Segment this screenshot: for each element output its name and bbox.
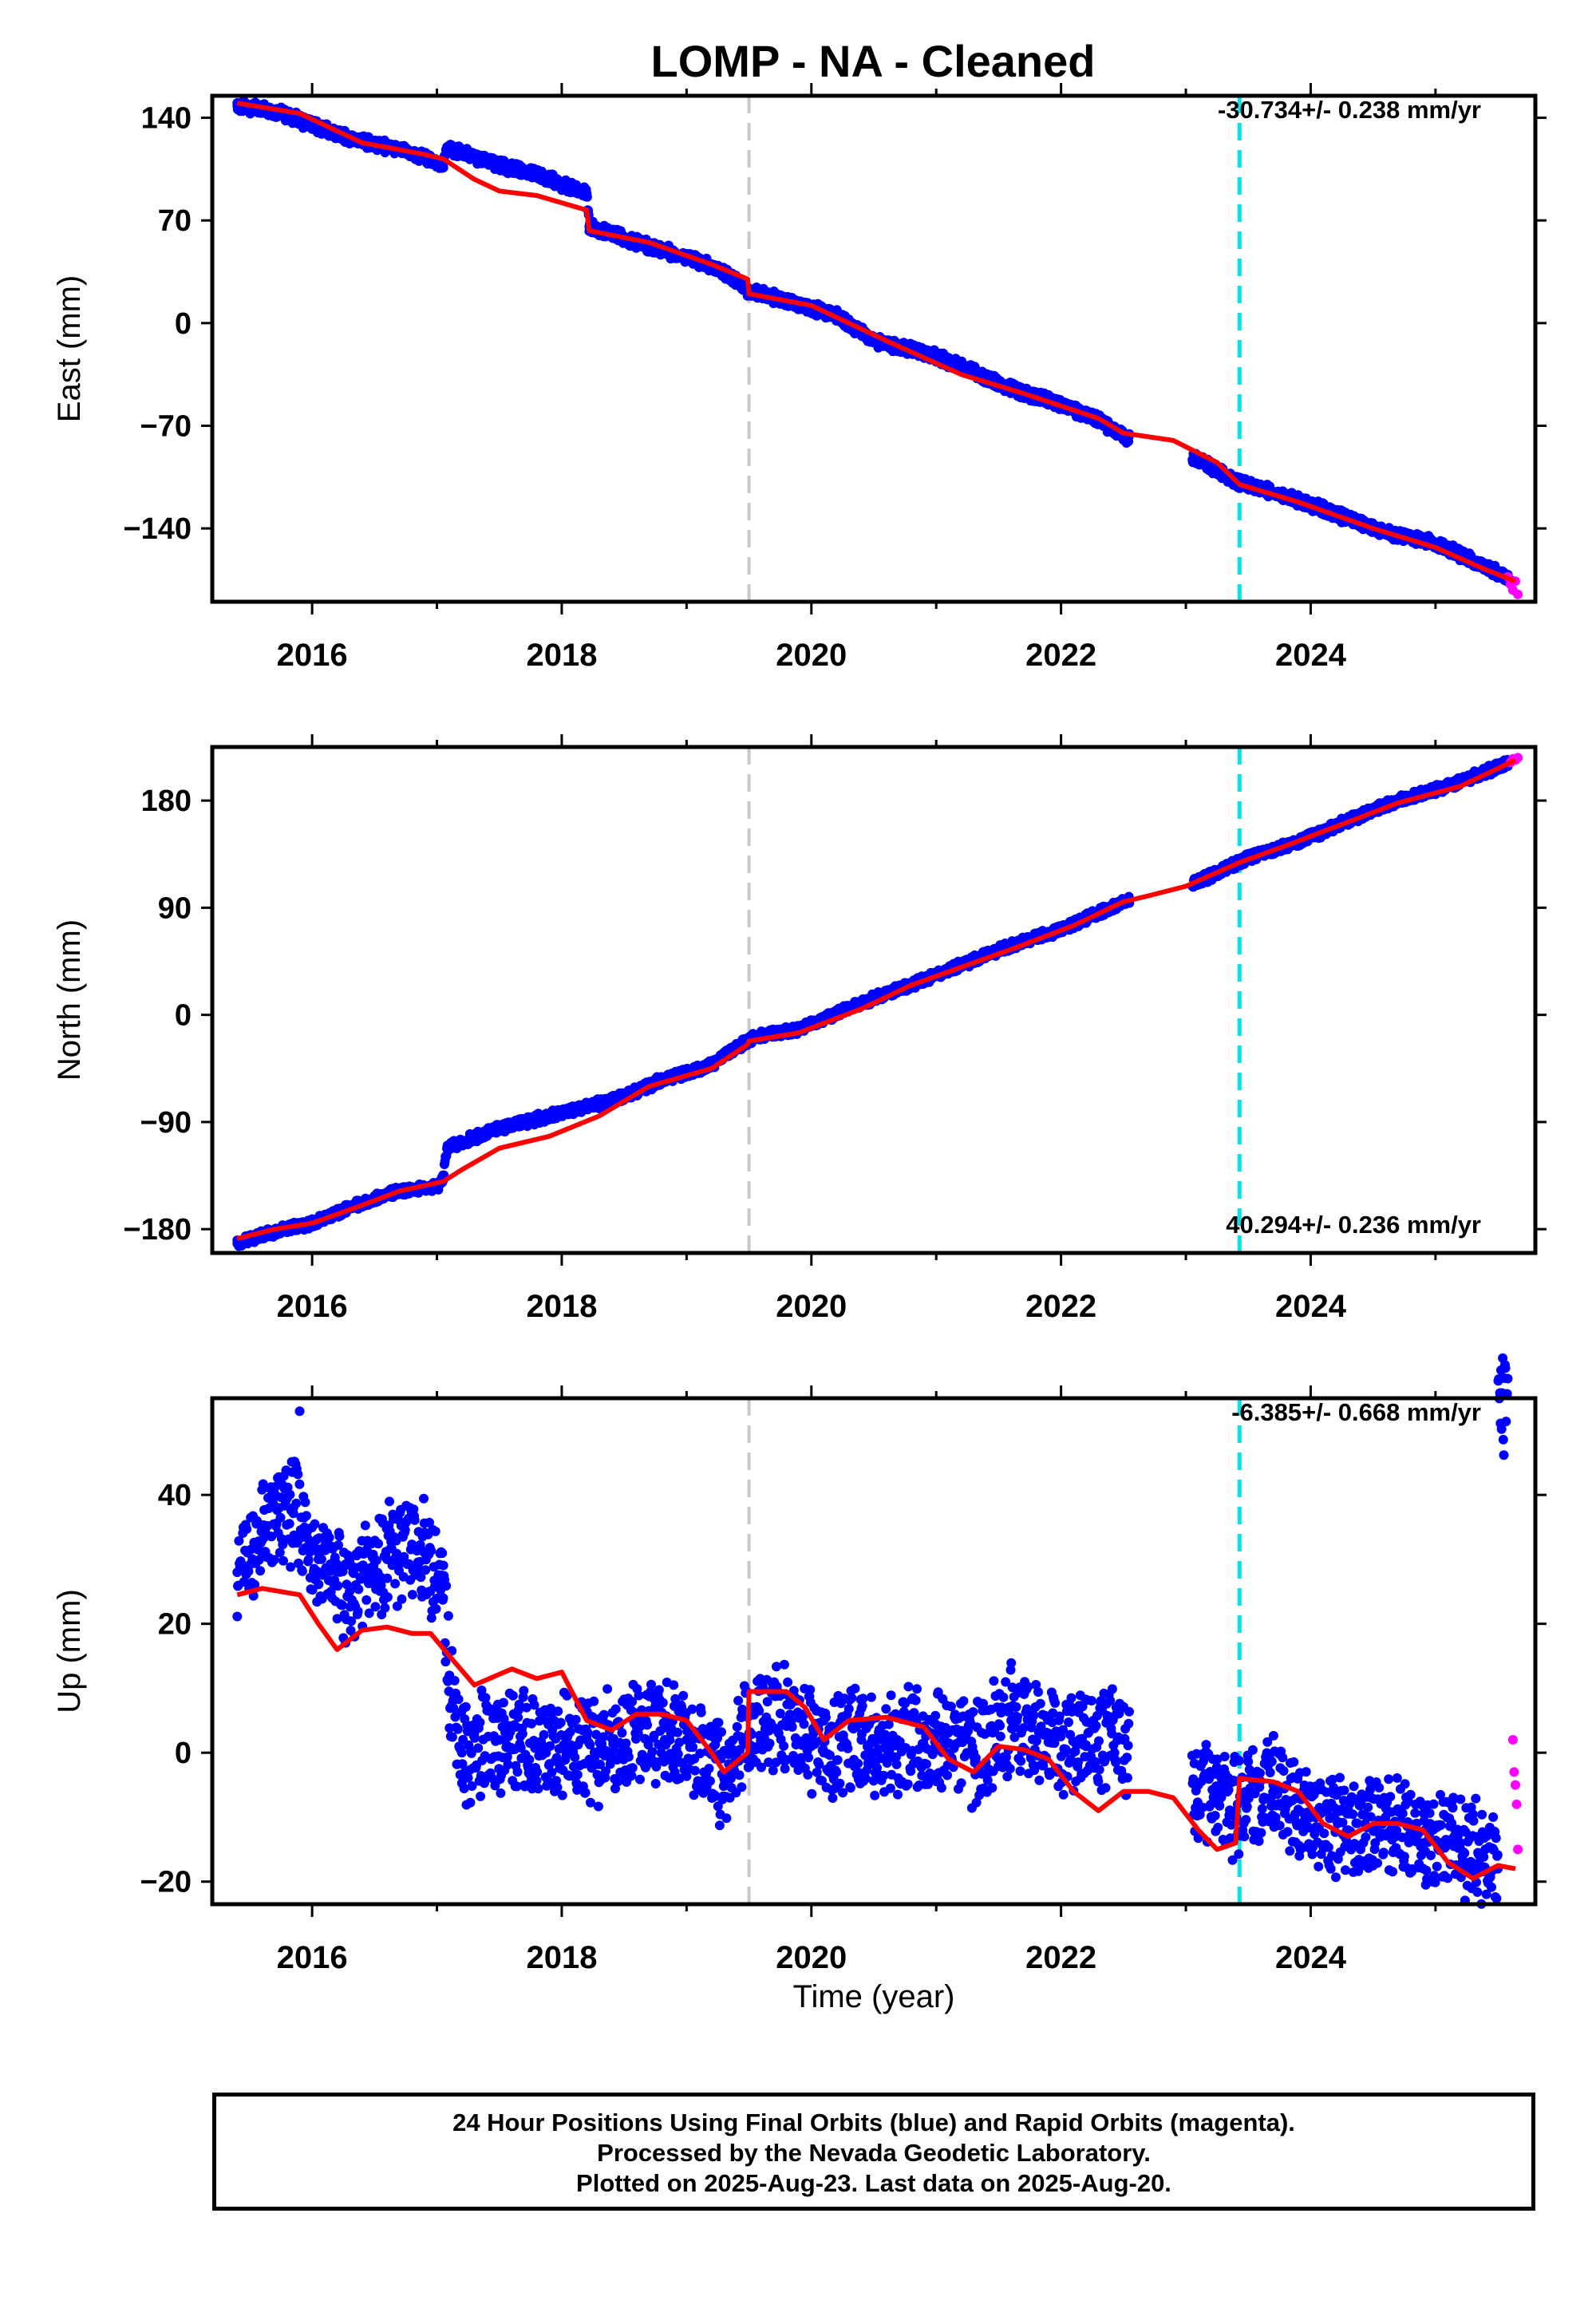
east-final-point	[438, 163, 448, 172]
east-panel: −140 −70 0 70 140 2016 2018 2020 2022 2024 East (m…	[52, 83, 1547, 673]
east-ytick-label: 140	[141, 102, 192, 136]
east-rate-text: -30.734+/- 0.238 mm/yr	[1218, 96, 1481, 124]
north-ytick-label: 0	[175, 999, 192, 1033]
east-final-point	[582, 192, 592, 202]
east-xtick-label: 2024	[1275, 638, 1347, 673]
east-ytick-label: 70	[158, 204, 192, 238]
east-xtick-label: 2018	[526, 638, 597, 673]
north-ytick-label: 90	[158, 891, 192, 925]
east-ytick-label: 0	[175, 307, 192, 341]
north-model-line	[236, 757, 1517, 1242]
north-ytick-label: −90	[140, 1106, 192, 1140]
east-rapid-point	[1513, 589, 1523, 599]
north-ytick-label: 180	[141, 785, 192, 818]
east-ytick-label: −140	[123, 512, 192, 546]
east-xtick-label: 2022	[1025, 638, 1096, 673]
north-ytick-label: −180	[123, 1213, 192, 1247]
east-ylabel: East (mm)	[52, 275, 87, 422]
east-ytick-label: −70	[140, 409, 192, 443]
east-xtick-label: 2016	[277, 638, 348, 673]
east-xtick-label: 2020	[776, 638, 847, 673]
